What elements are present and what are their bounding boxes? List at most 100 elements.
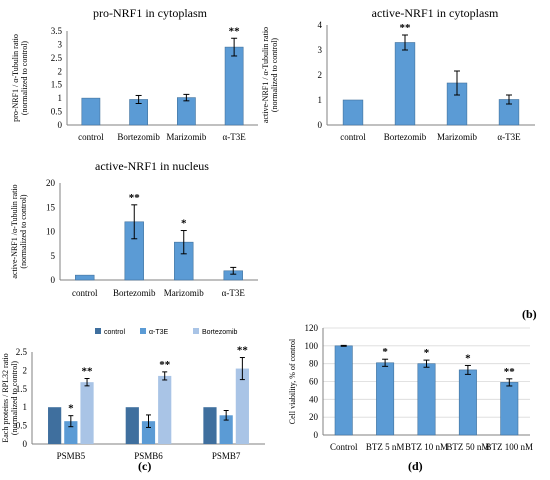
significance-marker: ** [400, 22, 412, 34]
bar [141, 421, 156, 444]
legend-swatch [193, 328, 199, 334]
y-tick-label: 10 [46, 227, 56, 237]
y-axis-label: (normalized to control) [20, 41, 29, 116]
bar [203, 407, 217, 444]
significance-marker: ** [237, 345, 249, 357]
x-tick-label: control [340, 132, 366, 142]
y-tick-label: 4 [318, 20, 323, 30]
legend-swatch [140, 328, 146, 334]
y-tick-label: 60 [309, 377, 319, 387]
y-tick-label: 0 [51, 275, 56, 285]
y-tick-label: 3.5 [51, 26, 63, 36]
y-tick-label: 3 [318, 45, 323, 55]
bar [75, 274, 95, 281]
significance-marker: ** [129, 192, 141, 204]
y-axis-label: active-NRF1 / α-Tubulin ratio [261, 27, 270, 123]
y-axis-label: (normalized to control) [10, 361, 19, 436]
x-tick-label: PSMB5 [57, 451, 86, 461]
y-tick-label: 1 [318, 95, 323, 105]
y-tick-label: 0.5 [16, 421, 28, 431]
y-axis-label: active-NRF1 /α-Tubulin ratio [10, 184, 19, 278]
y-tick-label: 2.5 [51, 53, 63, 63]
significance-marker: * [424, 347, 430, 359]
chart-4: 0 0.5 1 1.5 2 2.5 Each proteins / RPL32 ratio(… [1, 328, 265, 461]
y-tick-label: 1.5 [16, 384, 28, 394]
significance-marker: * [68, 403, 74, 415]
y-tick-label: 120 [305, 323, 319, 333]
x-tick-label: PSMB7 [212, 451, 241, 461]
x-tick-label: α-T3E [222, 288, 246, 298]
y-tick-label: 2.5 [16, 347, 28, 357]
y-tick-label: 0 [314, 430, 319, 440]
legend-label: Bortezomib [202, 329, 238, 336]
significance-marker: ** [82, 365, 94, 377]
chart-title: active-NRF1 in cytoplasm [372, 6, 499, 20]
y-tick-label: 2 [23, 365, 28, 375]
y-tick-label: 2 [318, 70, 323, 80]
significance-marker: ** [229, 25, 241, 37]
bar [417, 363, 436, 436]
y-tick-label: 0 [58, 120, 63, 130]
bar [500, 382, 519, 436]
x-tick-label: PSMB6 [134, 451, 163, 461]
chart-3: active-NRF1 in nucleus 0 5 10 15 20 active-NRF… [10, 159, 258, 298]
chart-5: 0 20 40 60 80 100 120 Cell viability, % of cont… [288, 323, 533, 452]
bar [458, 369, 477, 436]
chart-1: pro-NRF1 in cytoplasm 0 0.5 1 1.5 2 2.5 3 3.5 pro… [11, 6, 258, 142]
bar [394, 42, 416, 126]
x-tick-label: BTZ 10 nM [405, 442, 448, 452]
x-tick-label: BTZ 50 nM [446, 442, 489, 452]
y-tick-label: 2 [58, 66, 63, 76]
x-tick-label: Bortezomib [113, 288, 156, 298]
bar [235, 368, 249, 444]
y-tick-label: 100 [305, 341, 319, 351]
bar [334, 345, 353, 436]
x-tick-label: α-T3E [223, 132, 247, 142]
bar [342, 99, 364, 126]
x-tick-label: Bortezomib [117, 132, 160, 142]
panel-label-d: (d) [408, 459, 423, 473]
y-axis-label: pro-NRF1 / α-Tubulin ratio [11, 34, 20, 122]
panel-label-b: (b) [522, 307, 537, 321]
y-tick-label: 1 [58, 93, 63, 103]
bar [224, 46, 244, 126]
y-axis-label: Each proteins / RPL32 ratio [1, 353, 10, 442]
y-tick-label: 20 [46, 178, 56, 188]
y-tick-label: 0.5 [51, 107, 63, 117]
bar [376, 362, 395, 436]
chart-title: pro-NRF1 in cytoplasm [93, 6, 208, 20]
y-tick-label: 1.5 [51, 80, 63, 90]
y-tick-label: 0 [318, 120, 323, 130]
y-axis-label: (normalized to control) [270, 38, 279, 113]
bar [81, 97, 101, 126]
panel-label-c: (c) [138, 459, 151, 473]
y-tick-label: 0 [23, 439, 28, 449]
x-tick-label: Marizomib [166, 132, 206, 142]
significance-marker: * [465, 352, 471, 364]
bar [158, 375, 172, 444]
x-tick-label: α-T3E [497, 132, 521, 142]
y-tick-label: 1 [23, 402, 28, 412]
chart-2: active-NRF1 in cytoplasm 0 1 2 3 4 active-NRF1… [261, 6, 535, 142]
bar [80, 382, 94, 444]
legend-swatch [95, 328, 101, 334]
x-tick-label: Marizomib [437, 132, 477, 142]
y-tick-label: 20 [309, 412, 319, 422]
bar [125, 407, 139, 444]
y-tick-label: 80 [309, 359, 319, 369]
x-tick-label: Marizomib [164, 288, 204, 298]
y-tick-label: 5 [51, 251, 56, 261]
x-tick-label: BTZ 5 nM [366, 442, 405, 452]
chart-title: active-NRF1 in nucleus [95, 159, 209, 173]
x-tick-label: control [78, 132, 104, 142]
bar [177, 97, 196, 126]
legend-label: α-T3E [149, 329, 169, 336]
y-tick-label: 15 [46, 202, 56, 212]
significance-marker: * [382, 346, 388, 358]
significance-marker: * [181, 218, 187, 230]
y-tick-label: 3 [58, 39, 63, 49]
significance-marker: ** [504, 366, 516, 378]
x-tick-label: Bortezomib [384, 132, 427, 142]
legend-label: control [104, 329, 125, 336]
